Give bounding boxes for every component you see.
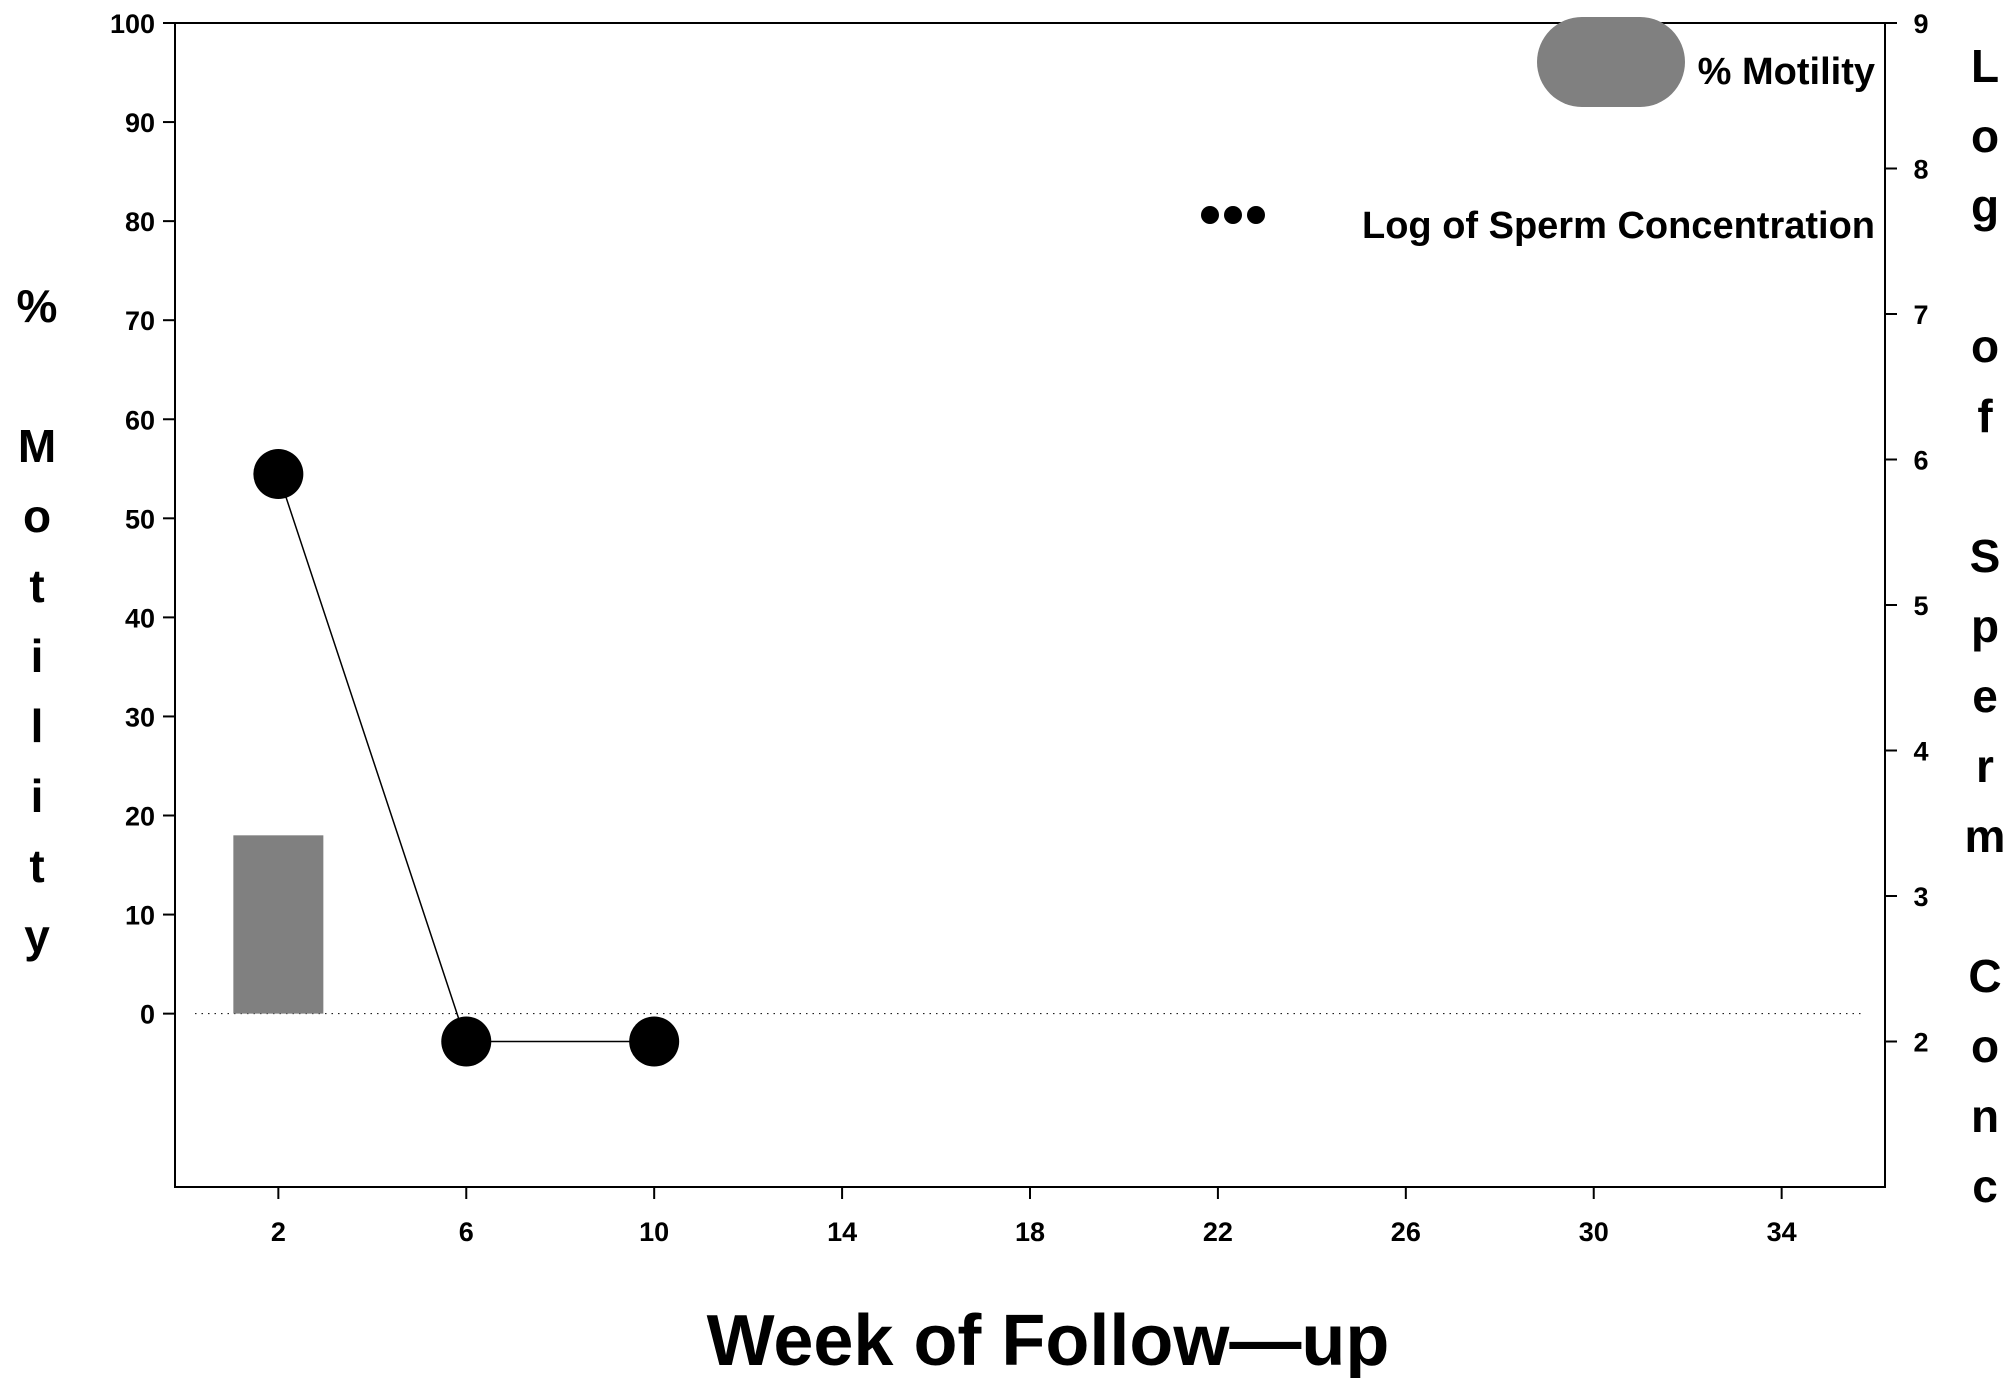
y-right-tick-label: 9 [1913, 9, 1928, 39]
y-left-title-char: i [31, 630, 44, 682]
y-right-title-char: S [1970, 530, 2001, 582]
y-right-title-char: p [1971, 600, 1999, 652]
y-right-title-char: e [1972, 670, 1998, 722]
legend-motility-label: % Motility [1698, 51, 1875, 93]
y-left-tick-label: 50 [125, 504, 155, 534]
y-right-tick-label: 3 [1913, 882, 1928, 912]
y-right-tick-label: 4 [1913, 737, 1928, 767]
y-right-tick-label: 7 [1913, 300, 1928, 330]
y-left-tick-label: 10 [125, 901, 155, 931]
legend-motility-swatch [1537, 17, 1685, 107]
y-right-title-char: o [1971, 320, 1999, 372]
y-right-tick-label: 2 [1913, 1028, 1928, 1058]
y-right-title-char: f [1977, 390, 1993, 442]
motility-bar [233, 835, 324, 1014]
x-tick-label: 30 [1579, 1217, 1609, 1247]
x-tick-label: 26 [1391, 1217, 1421, 1247]
motility-bars [233, 835, 324, 1014]
y-left-tick-label: 70 [125, 306, 155, 336]
y-left-title-char: i [31, 770, 44, 822]
concentration-point [441, 1016, 492, 1067]
y-right-title-char: o [1971, 1020, 1999, 1072]
y-left-title-char: l [31, 700, 44, 752]
y-left-title-char: t [29, 840, 44, 892]
legend: % Motility Log of Sperm Concentration [1201, 17, 1875, 247]
y-right-title-char: L [1971, 40, 1999, 92]
y-right-title-char: C [1968, 950, 2001, 1002]
y-right-title-char: c [1972, 1160, 1998, 1212]
y-right-title-char: g [1971, 180, 1999, 232]
x-tick-label: 18 [1015, 1217, 1045, 1247]
y-left-tick-label: 90 [125, 108, 155, 138]
y-left-tick-label: 100 [110, 9, 155, 39]
plot-frame [174, 22, 1886, 1188]
concentration-point [253, 449, 304, 500]
legend-concentration-marker [1201, 206, 1219, 224]
y-left-tick-label: 20 [125, 802, 155, 832]
y-left-title-char: o [23, 490, 51, 542]
y-right-tick-label: 6 [1913, 446, 1928, 476]
concentration-series [253, 449, 680, 1067]
y-right-tick-label: 5 [1913, 591, 1928, 621]
y-left-tick-label: 40 [125, 603, 155, 633]
y-right-tick-label: 8 [1913, 155, 1928, 185]
y-left-tick-label: 80 [125, 207, 155, 237]
y-left-tick-label: 30 [125, 702, 155, 732]
y-right-title-char: m [1965, 810, 2006, 862]
y-left-title-char: t [29, 560, 44, 612]
x-tick-label: 2 [271, 1217, 286, 1247]
y-right-title-char: n [1971, 1090, 1999, 1142]
legend-concentration-label: Log of Sperm Concentration [1362, 205, 1875, 247]
x-tick-label: 34 [1767, 1217, 1797, 1247]
x-axis-title: Week of Follow—up [707, 1301, 1390, 1378]
axes: 2 6 10 14 18 22 26 30 34010203040506070809010023… [110, 9, 1929, 1247]
concentration-point [629, 1016, 680, 1067]
legend-concentration-marker [1247, 206, 1265, 224]
x-tick-label: 22 [1203, 1217, 1233, 1247]
y-left-tick-label: 60 [125, 405, 155, 435]
x-tick-label: 6 [459, 1217, 474, 1247]
y-left-tick-label: 0 [140, 1000, 155, 1030]
concentration-line [277, 473, 655, 1043]
y-right-title-char: r [1976, 740, 1994, 792]
x-tick-label: 14 [827, 1217, 857, 1247]
x-tick-label: 10 [639, 1217, 669, 1247]
legend-concentration-marker [1224, 206, 1242, 224]
y-right-title-char: o [1971, 110, 1999, 162]
y-left-title-char: y [24, 910, 50, 962]
y-left-title-char: % [17, 280, 58, 332]
y-left-title-char: M [18, 420, 56, 472]
